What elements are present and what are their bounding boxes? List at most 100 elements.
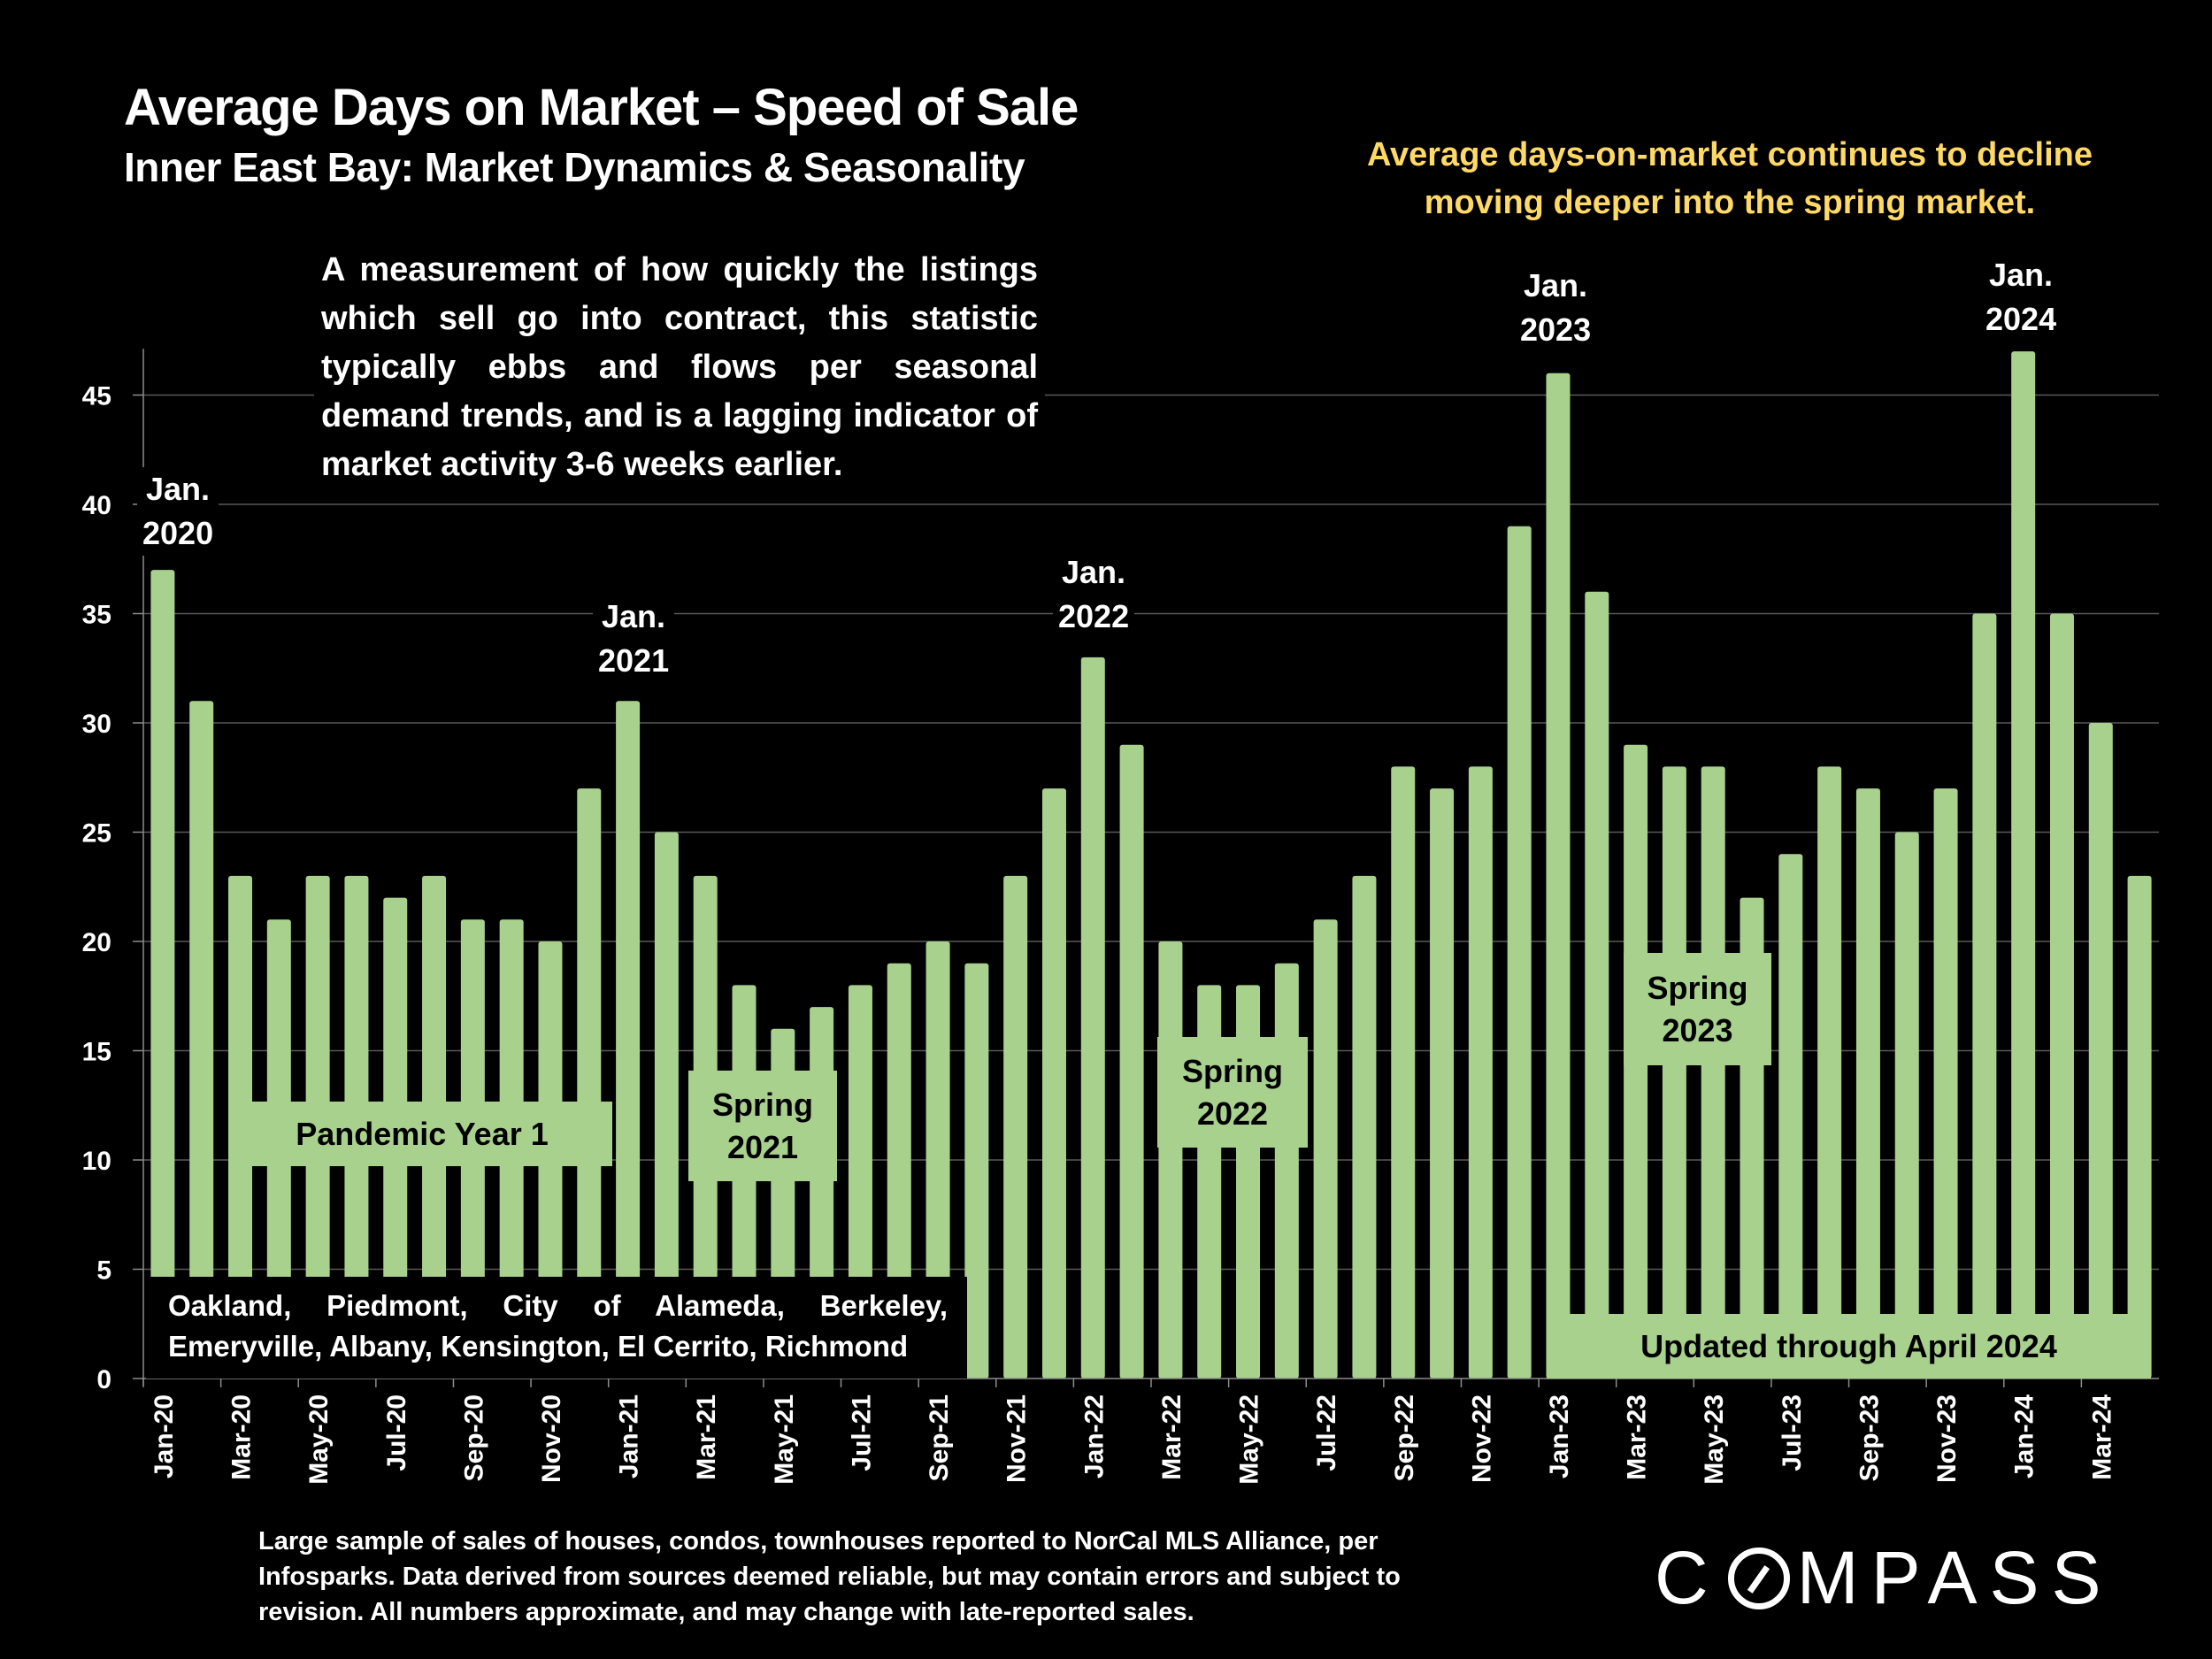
bar-Jan-24 (2011, 351, 2036, 1379)
year-label-2023: Jan. 2023 (1515, 264, 1597, 352)
logo-text-end: MPASS (1796, 1536, 2114, 1619)
bar-Sep-23 (1855, 788, 1880, 1379)
bar-Mar-24 (2088, 723, 2113, 1379)
x-tick-label: Mar-24 (2087, 1394, 2116, 1480)
year-label-line1: Jan. (1989, 257, 2054, 293)
bar-Sep-22 (1391, 766, 1416, 1379)
x-tick-label: May-22 (1235, 1394, 1264, 1485)
year-label-2020: Jan. 2020 (137, 467, 219, 556)
year-label-line1: Jan. (602, 598, 666, 634)
bar-Dec-22 (1507, 526, 1532, 1379)
bar-Dec-21 (1041, 788, 1066, 1379)
bar-Feb-20 (189, 701, 214, 1379)
period-label-spring-2022: Spring 2022 (1157, 1037, 1308, 1148)
year-label-2024: Jan. 2024 (1980, 253, 2062, 342)
bar-Aug-23 (1817, 766, 1842, 1379)
bar-Oct-23 (1894, 832, 1919, 1379)
x-tick-label: Sep-21 (925, 1394, 954, 1481)
bar-Oct-21 (964, 963, 989, 1379)
bar-Jun-22 (1274, 963, 1299, 1379)
callout-text: Average days-on-market continues to decl… (1366, 136, 2093, 221)
x-tick-label: Nov-22 (1467, 1394, 1496, 1483)
updated-through-label: Updated through April 2024 (1547, 1314, 2151, 1379)
y-axis: 0 5 10 15 20 25 30 35 40 45 (82, 349, 144, 1394)
y-tick-label: 10 (82, 1147, 111, 1176)
bar-Jul-22 (1313, 919, 1338, 1379)
period-label-line2: 2022 (1196, 1094, 1269, 1132)
logo-text-start: C (1655, 1536, 1721, 1619)
y-tick-label: 20 (82, 928, 111, 957)
y-tick-label: 15 (82, 1038, 111, 1067)
year-label-line2: 2024 (1985, 301, 2057, 337)
compass-o-icon (1727, 1547, 1790, 1609)
bars (150, 351, 2152, 1379)
source-footnote: Large sample of sales of houses, condos,… (258, 1527, 1401, 1626)
y-tick-label: 40 (82, 491, 111, 520)
bar-Feb-24 (2049, 613, 2074, 1379)
bar-Jan-21 (616, 701, 641, 1379)
year-label-line1: Jan. (1062, 554, 1126, 590)
year-label-line2: 2023 (1520, 311, 1592, 348)
year-label-line2: 2020 (142, 515, 214, 551)
bar-Sep-21 (926, 941, 950, 1379)
period-label-line1: Spring (712, 1086, 813, 1123)
period-label-spring-2021: Spring 2021 (688, 1071, 837, 1181)
bar-Dec-23 (1972, 613, 1997, 1379)
description-text: A measurement of how quickly the listing… (314, 246, 1045, 489)
x-tick-label: Jul-20 (382, 1394, 411, 1471)
bar-Feb-21 (654, 832, 679, 1379)
x-tick-label: Jan-24 (2010, 1394, 2039, 1479)
year-label-line1: Jan. (1524, 267, 1588, 303)
bar-Jan-22 (1080, 657, 1105, 1379)
x-axis: Jan-20 Mar-20 May-20 Jul-20 Sep-20 Nov-20 Jan-… (142, 1378, 2159, 1485)
year-label-line2: 2022 (1058, 598, 1130, 634)
bar-Nov-22 (1468, 766, 1493, 1379)
x-tick-label: Jan-22 (1079, 1394, 1109, 1479)
compass-logo: C MPASS (1655, 1535, 2114, 1621)
x-tick-label: Nov-20 (537, 1394, 566, 1483)
x-tick-label: May-23 (1700, 1394, 1729, 1485)
year-label-2022: Jan. 2022 (1053, 550, 1135, 639)
x-tick-label: Mar-20 (227, 1394, 257, 1480)
y-tick-label: 25 (82, 819, 111, 849)
y-tick-label: 45 (82, 382, 111, 411)
period-label-pandemic: Pandemic Year 1 (232, 1102, 612, 1166)
x-tick-label: Jan-23 (1545, 1394, 1574, 1479)
period-label-line1: Spring (1647, 969, 1748, 1006)
chart-subtitle: Inner East Bay: Market Dynamics & Season… (124, 144, 1025, 190)
x-tick-label: Sep-22 (1390, 1394, 1419, 1481)
bar-Mar-22 (1158, 941, 1183, 1379)
bar-Feb-23 (1585, 591, 1609, 1379)
x-tick-label: Sep-23 (1855, 1394, 1884, 1481)
period-label-line2: 2021 (726, 1128, 799, 1165)
x-tick-label: Jul-21 (847, 1394, 876, 1471)
bar-May-23 (1701, 766, 1725, 1379)
x-tick-label: Jan-20 (150, 1394, 179, 1479)
x-tick-label: May-21 (770, 1394, 799, 1485)
x-tick-label: Nov-23 (1932, 1394, 1962, 1483)
bar-Nov-21 (1003, 875, 1028, 1379)
x-tick-label: May-20 (304, 1394, 334, 1485)
x-tick-label: Jul-22 (1312, 1394, 1341, 1471)
year-label-line2: 2021 (598, 642, 670, 679)
bar-Aug-21 (887, 963, 911, 1379)
y-tick-label: 0 (96, 1365, 111, 1394)
x-tick-label: Nov-21 (1002, 1394, 1032, 1483)
x-tick-label: Mar-22 (1157, 1394, 1187, 1480)
y-tick-label: 5 (96, 1256, 111, 1286)
year-label-line1: Jan. (146, 471, 211, 507)
period-label-line2: 2023 (1662, 1011, 1733, 1048)
y-tick-label: 30 (82, 710, 111, 739)
bar-Dec-20 (577, 788, 602, 1379)
x-tick-label: Mar-21 (692, 1394, 721, 1480)
period-label-line1: Spring (1182, 1052, 1283, 1089)
bar-Apr-23 (1662, 766, 1686, 1379)
cities-list: Oakland, Piedmont, City of Alameda, Berk… (146, 1277, 967, 1379)
bar-Aug-22 (1352, 875, 1377, 1379)
bar-Jul-23 (1778, 854, 1803, 1379)
x-tick-label: Mar-23 (1623, 1394, 1652, 1480)
bar-Jan-20 (150, 570, 175, 1379)
bar-Nov-23 (1933, 788, 1958, 1379)
x-tick-label: Jan-21 (615, 1394, 644, 1479)
period-label-spring-2023: Spring 2023 (1624, 953, 1771, 1065)
